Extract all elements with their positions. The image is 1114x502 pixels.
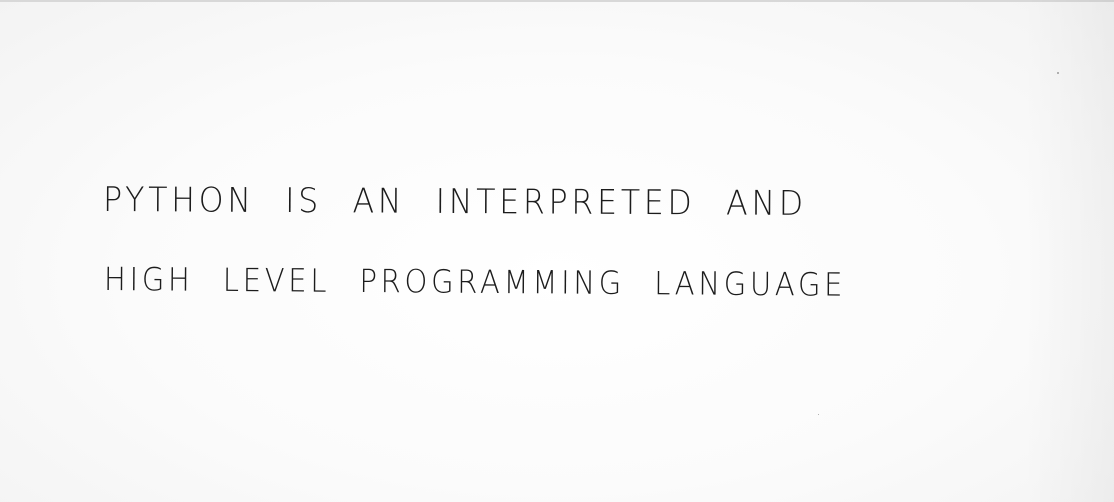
handwritten-line-1: PYTHON IS AN INTERPRETED AND [102, 180, 807, 224]
paper-top-edge [0, 0, 1114, 2]
handwritten-line-2: HIGH LEVEL PROGRAMMING LANGUAGE [103, 260, 847, 304]
paper-speck [818, 414, 819, 415]
paper-shadow [1024, 0, 1114, 502]
paper-speck [1057, 72, 1059, 74]
